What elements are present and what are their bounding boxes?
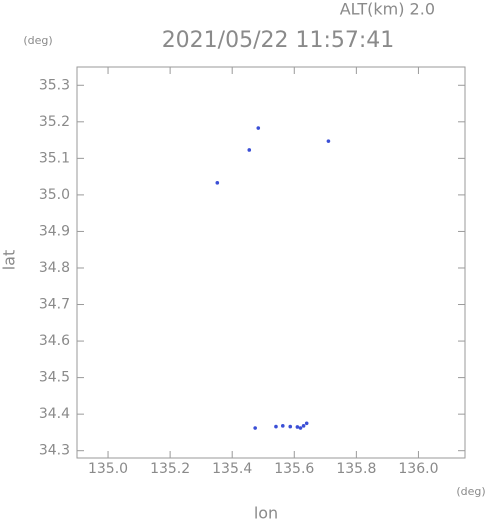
y-tick-label: 34.6 [39, 333, 70, 349]
y-unit: (deg) [23, 34, 52, 47]
x-tick-label: 135.6 [274, 461, 314, 477]
x-tick-label: 135.0 [88, 461, 128, 477]
x-axis-label: lon [254, 504, 278, 521]
chart-title: 2021/05/22 11:57:41 [162, 28, 395, 53]
y-tick-label: 34.4 [39, 406, 70, 422]
y-tick-label: 35.2 [39, 114, 70, 130]
data-point [247, 148, 252, 152]
data-point [298, 426, 303, 430]
y-tick-label: 35.3 [39, 77, 70, 93]
data-point [301, 424, 306, 428]
x-tick-label: 135.8 [336, 461, 376, 477]
data-point [326, 139, 331, 143]
y-tick-label: 35.0 [39, 187, 70, 203]
data-point [253, 426, 257, 430]
x-tick-label: 136.0 [398, 461, 438, 477]
y-tick-label: 34.9 [39, 223, 70, 239]
data-point [215, 181, 220, 185]
data-point [280, 424, 285, 428]
y-tick-label: 34.5 [39, 370, 70, 386]
data-point [288, 424, 293, 429]
y-axis-label: lat [0, 250, 19, 271]
x-unit: (deg) [456, 485, 485, 498]
y-tick-label: 34.7 [39, 297, 70, 313]
data-point [274, 424, 278, 429]
data-point [295, 425, 300, 429]
y-tick-label: 35.1 [39, 150, 70, 166]
y-tick-label: 34.8 [39, 260, 70, 276]
plot-frame [76, 66, 466, 459]
data-point [256, 126, 261, 130]
altitude-label: ALT(km) 2.0 [340, 0, 435, 19]
x-tick-label: 135.2 [150, 461, 190, 477]
y-tick-label: 34.3 [39, 443, 70, 459]
data-point [304, 421, 309, 426]
x-tick-label: 135.4 [212, 461, 252, 477]
